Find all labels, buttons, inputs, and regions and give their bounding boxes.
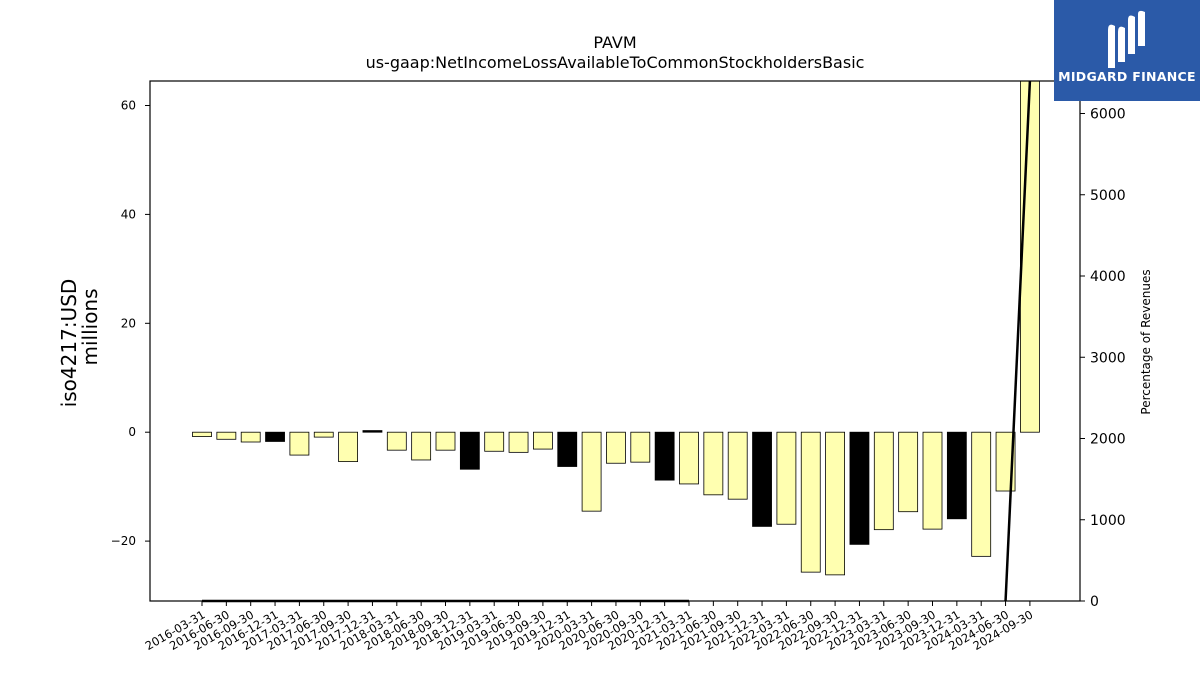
bar	[362, 430, 383, 433]
secondary-y-axis-label: Percentage of Revenues	[1139, 269, 1153, 414]
y-axis-label-line1: iso4217:USD	[57, 279, 81, 408]
y-tick-label: 20	[121, 316, 136, 330]
plot-frame	[149, 80, 1081, 602]
bar	[459, 431, 480, 470]
bar	[873, 431, 894, 531]
plot-area: −20020406001000200030004000500060002016-…	[111, 80, 1126, 653]
y2-tick-label: 4000	[1090, 269, 1126, 285]
midgard-logo-icon	[1108, 10, 1145, 69]
bar	[508, 431, 529, 453]
bar	[216, 431, 237, 440]
bar	[922, 431, 943, 530]
bar	[849, 431, 870, 545]
bar	[338, 431, 359, 463]
bar	[1020, 80, 1040, 433]
bar	[533, 431, 553, 450]
y2-tick-label: 1000	[1090, 513, 1126, 529]
bar	[727, 431, 748, 500]
bar	[630, 431, 651, 463]
bar	[192, 431, 212, 437]
bar	[435, 431, 456, 451]
y2-tick-label: 2000	[1090, 432, 1126, 448]
bar	[265, 431, 285, 442]
bar	[411, 431, 432, 461]
bar	[703, 431, 724, 496]
bar	[654, 431, 675, 481]
y-axis-label-line2: millions	[78, 288, 102, 365]
bar	[800, 431, 821, 573]
bar	[313, 431, 334, 438]
bar	[289, 431, 310, 456]
bar	[240, 431, 261, 443]
bar	[581, 431, 602, 512]
bar	[971, 431, 992, 557]
bar	[484, 431, 505, 452]
bar	[946, 431, 967, 520]
bar	[898, 431, 919, 513]
bar	[386, 431, 407, 451]
y-tick-label: 0	[128, 425, 136, 439]
brand-logo: MIDGARD FINANCE	[1054, 0, 1200, 101]
percentage-of-revenues-line	[1004, 80, 1032, 602]
bar	[679, 431, 699, 485]
y2-tick-label: 5000	[1090, 188, 1126, 204]
bar	[752, 431, 772, 527]
y-tick-label: 40	[121, 207, 136, 221]
y-tick-label: −20	[111, 534, 136, 548]
y2-tick-label: 3000	[1090, 350, 1126, 366]
y2-tick-label: 6000	[1090, 107, 1126, 123]
chart-title: PAVM	[593, 33, 636, 52]
y2-tick-label: 0	[1090, 594, 1099, 610]
bar	[825, 431, 845, 576]
bar	[776, 431, 797, 525]
y-tick-label: 60	[121, 99, 136, 113]
chart-subtitle: us-gaap:NetIncomeLossAvailableToCommonSt…	[366, 53, 865, 72]
logo-text: MIDGARD FINANCE	[1058, 69, 1196, 84]
bar	[557, 431, 578, 467]
bar	[606, 431, 626, 464]
